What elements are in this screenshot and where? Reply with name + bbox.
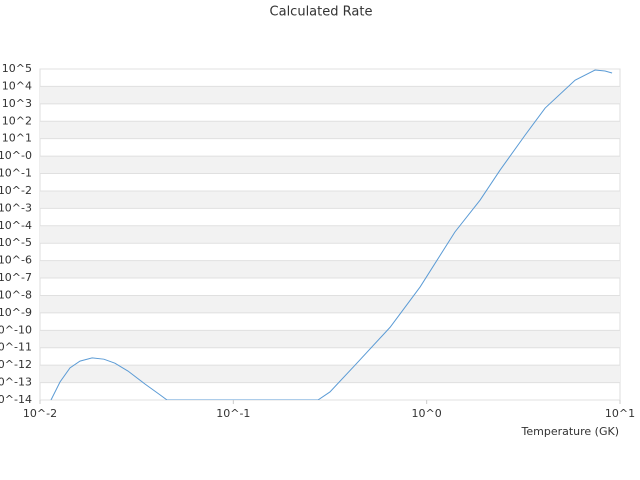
grid-band — [40, 330, 620, 348]
y-tick-label: 10^-1 — [0, 167, 32, 180]
x-tick-label: 10^1 — [605, 407, 635, 420]
y-tick-label: 10^-7 — [0, 271, 32, 284]
y-tick-label: 10^5 — [2, 62, 32, 75]
y-tick-label: 10^4 — [2, 79, 32, 92]
grid-band — [40, 156, 620, 174]
x-tick-label: 10^0 — [412, 407, 442, 420]
x-tick-label: 10^-1 — [216, 407, 250, 420]
y-tick-label: 10^3 — [2, 97, 32, 110]
y-tick-label: 10^-5 — [0, 236, 32, 249]
y-tick-label: 10^-9 — [0, 306, 32, 319]
grid-band — [40, 190, 620, 209]
y-tick-label: 10^-6 — [0, 254, 32, 267]
y-tick-label: 10^2 — [2, 114, 32, 127]
x-axis-label: Temperature (GK) — [521, 425, 620, 438]
grid-band — [40, 260, 620, 279]
y-tick-label: 10^-10 — [0, 323, 32, 336]
y-tick-label: 10^-12 — [0, 358, 32, 371]
y-tick-label: 10^-2 — [0, 184, 32, 197]
grid-band — [40, 365, 620, 383]
grid-band — [40, 121, 620, 139]
grid-band — [40, 86, 620, 104]
y-tick-label: 10^-4 — [0, 219, 32, 232]
y-tick-label: 10^-13 — [0, 376, 32, 389]
y-tick-label: 10^1 — [2, 132, 32, 145]
grid-band — [40, 225, 620, 244]
y-tick-label: 10^-11 — [0, 341, 32, 354]
y-tick-label: 10^-0 — [0, 149, 32, 162]
data-line — [50, 69, 613, 400]
grid-band — [40, 295, 620, 313]
y-tick-label: 10^-3 — [0, 201, 32, 214]
chart-title: Calculated Rate — [270, 5, 373, 20]
y-tick-label: 10^-14 — [0, 393, 32, 406]
x-tick-label: 10^-2 — [23, 407, 57, 420]
y-tick-label: 10^-8 — [0, 288, 32, 301]
